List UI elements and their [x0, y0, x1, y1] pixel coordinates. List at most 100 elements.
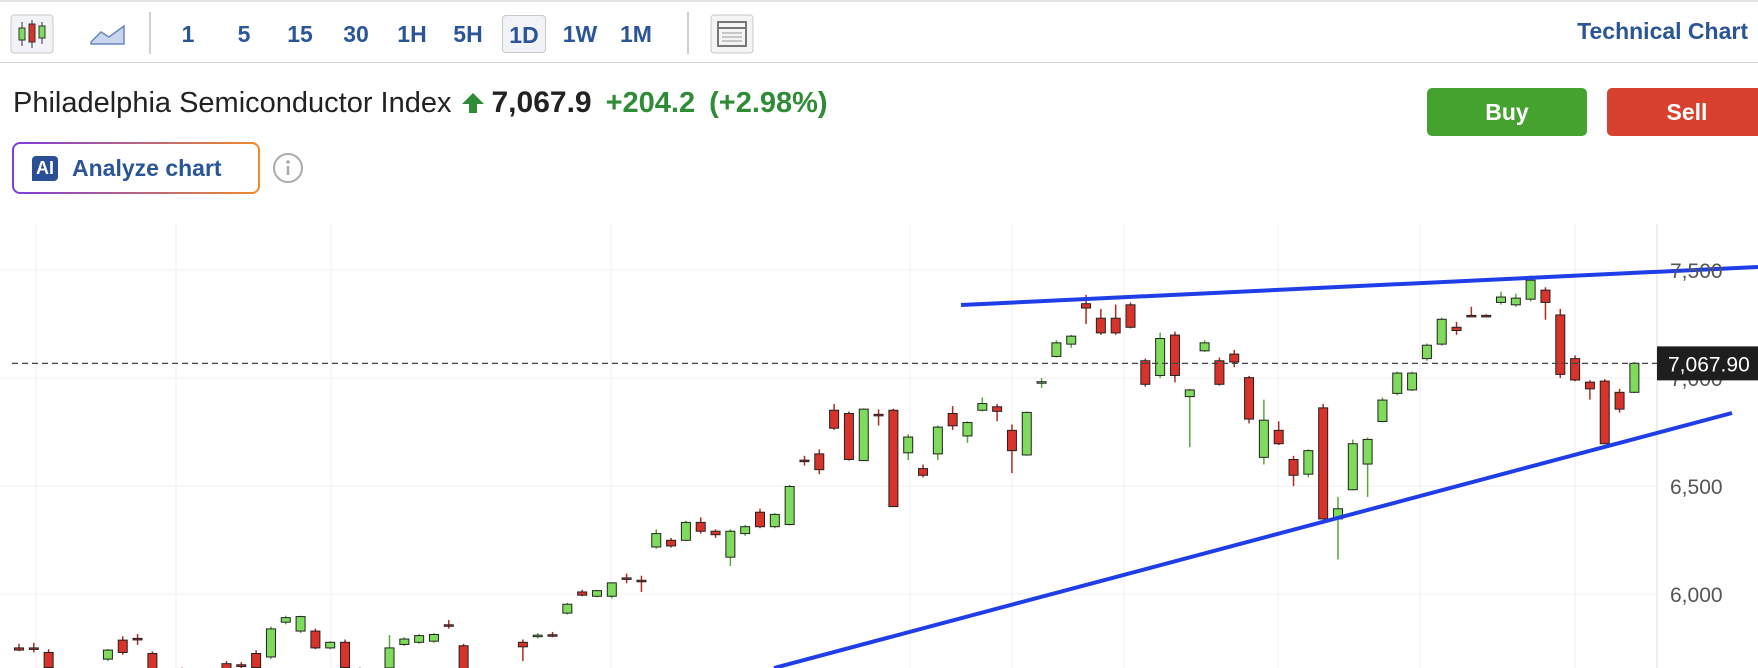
candle-body — [755, 511, 765, 528]
candle-body — [1570, 358, 1581, 381]
candle-body — [399, 638, 410, 645]
interval-button[interactable]: 1D — [502, 15, 546, 53]
candle-body — [117, 639, 128, 653]
last-price-tag — [1657, 346, 1758, 381]
candle-body — [1273, 429, 1284, 445]
candle-body — [784, 486, 795, 526]
candle-body — [666, 539, 677, 547]
candle-body — [1481, 314, 1492, 318]
candle-body — [532, 634, 543, 638]
candle-body — [903, 436, 914, 454]
candle-body — [1155, 338, 1166, 376]
candle-body — [1258, 419, 1269, 458]
candle-body — [591, 590, 602, 597]
sell-button[interactable]: Sell — [1607, 88, 1758, 136]
candle-body — [325, 641, 336, 649]
buy-button[interactable]: Buy — [1427, 88, 1587, 136]
interval-button[interactable]: 15 — [287, 21, 313, 47]
candle-body — [932, 426, 943, 455]
candle-body — [1199, 342, 1210, 352]
candle-body — [1540, 289, 1551, 303]
price-change-pct: (+2.98%) — [709, 86, 828, 119]
info-icon[interactable] — [272, 152, 304, 184]
candle-body — [14, 647, 24, 651]
candle-body — [962, 422, 973, 437]
candle-body — [443, 624, 454, 627]
candle-body — [651, 533, 662, 548]
interval-button[interactable]: 5H — [453, 21, 483, 47]
candle-body — [1525, 279, 1536, 300]
last-price-label: 7,067.90 — [1668, 353, 1750, 376]
candle-body — [725, 530, 736, 558]
candle-body — [1066, 335, 1077, 345]
candle-body — [102, 649, 113, 660]
candle-body — [1244, 377, 1255, 420]
candle-body — [1466, 314, 1477, 318]
candle-body — [1051, 342, 1062, 357]
candle-body — [1303, 450, 1314, 475]
candle-body — [1451, 326, 1462, 332]
candle-body — [236, 664, 247, 667]
candle-body — [295, 616, 306, 632]
y-tick-label: 6,500 — [1670, 476, 1723, 499]
candle-body — [1421, 344, 1432, 360]
candle-body — [1377, 399, 1388, 422]
index-title: Philadelphia Semiconductor Index — [13, 86, 452, 119]
candle-body — [1169, 334, 1180, 376]
last-price: 7,067.9 — [491, 86, 592, 119]
candle-body — [1125, 304, 1136, 328]
trend-line[interactable] — [773, 411, 1733, 668]
candle-body — [562, 603, 573, 614]
candle-body — [992, 406, 1003, 412]
interval-button[interactable]: 1M — [620, 21, 652, 47]
candle-body — [977, 403, 988, 411]
candle-body — [310, 630, 321, 649]
candle-body — [132, 637, 143, 641]
candle-body — [695, 521, 706, 532]
candle-body — [577, 591, 588, 596]
candle-body — [340, 641, 351, 668]
separator — [687, 12, 689, 54]
vertical-grid — [35, 224, 1576, 668]
interval-button[interactable]: 1 — [181, 21, 195, 47]
candle-body — [28, 647, 39, 650]
quote-header: Philadelphia Semiconductor Index 7,067.9… — [13, 86, 828, 120]
interval-button[interactable]: 1H — [397, 21, 427, 47]
up-arrow — [461, 93, 484, 113]
toolbar: 1 5 15 30 1H 5H 1D 1W 1M Technical Chart — [0, 0, 1758, 63]
candle-body — [799, 459, 810, 463]
candle-body — [1407, 372, 1418, 391]
analyze-chart-button[interactable]: AI Analyze chart — [12, 142, 260, 194]
ai-icon: AI — [32, 155, 58, 181]
candle-body — [858, 408, 869, 462]
candle-body — [280, 617, 291, 623]
candle-body — [1110, 317, 1121, 334]
candle-body — [221, 663, 232, 668]
candle-body — [873, 413, 884, 417]
candle-body — [547, 634, 558, 637]
candle-chart-icon[interactable] — [10, 14, 54, 54]
horizontal-grid — [0, 269, 1657, 595]
technical-chart-link[interactable]: Technical Chart — [1577, 18, 1748, 44]
analyze-chart-inner: AI Analyze chart — [14, 144, 258, 192]
candle-body — [458, 645, 469, 668]
candles — [14, 275, 1640, 668]
candle-body — [1392, 372, 1403, 394]
candle-body — [147, 653, 158, 668]
analyze-chart-label: Analyze chart — [72, 154, 222, 181]
line-chart-icon[interactable] — [88, 18, 128, 48]
candle-body — [1510, 297, 1521, 306]
candle-body — [1496, 296, 1506, 303]
interval-button[interactable]: 1W — [562, 21, 598, 47]
candle-body — [636, 579, 647, 583]
candle-body — [1021, 411, 1032, 456]
candle-body — [1629, 362, 1640, 393]
candle-body — [918, 468, 929, 476]
candle-body — [1006, 429, 1017, 452]
trend-line[interactable] — [960, 265, 1758, 307]
price-change: +204.2 — [605, 86, 696, 119]
interval-button[interactable]: 5 — [237, 21, 251, 47]
layout-icon[interactable] — [710, 14, 754, 54]
interval-button[interactable]: 30 — [343, 21, 369, 47]
